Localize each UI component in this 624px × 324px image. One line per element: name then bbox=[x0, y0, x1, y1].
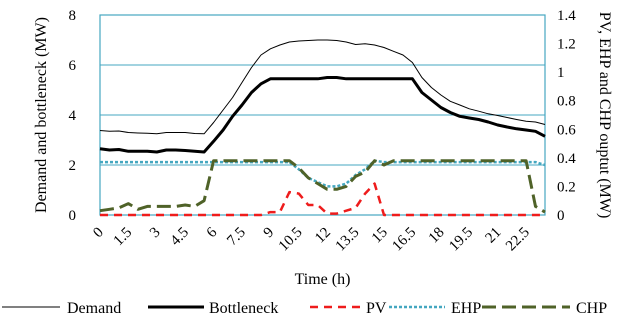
legend-label-chp: CHP bbox=[576, 300, 607, 317]
right-axis-ticks: 0 0.2 0.4 0.6 0.8 1 1.2 1.4 bbox=[557, 8, 576, 224]
left-axis-title: Demand and bottleneck (MW) bbox=[33, 17, 50, 213]
left-tick-label: 8 bbox=[69, 8, 77, 24]
legend-label-ehp: EHP bbox=[451, 300, 481, 317]
left-tick-label: 4 bbox=[69, 108, 77, 124]
series-line-bottleneck bbox=[99, 76, 546, 154]
series-line-chp bbox=[99, 159, 546, 214]
x-tick-label: 16.5 bbox=[389, 225, 419, 255]
series-line-demand bbox=[99, 39, 546, 135]
right-tick-label: 0.2 bbox=[557, 179, 576, 195]
x-tick-label: 19.5 bbox=[446, 225, 476, 255]
left-tick-label: 0 bbox=[69, 208, 77, 224]
x-tick-label: 7.5 bbox=[224, 225, 249, 250]
x-tick-label: 13.5 bbox=[333, 225, 363, 255]
right-tick-label: 1.4 bbox=[557, 8, 576, 24]
x-tick-label: 12 bbox=[312, 225, 334, 247]
x-axis-title: Time (h) bbox=[295, 271, 351, 288]
right-tick-label: 0.8 bbox=[557, 94, 576, 110]
right-axis-title: PV, EHP and CHP ouptut (MW) bbox=[596, 12, 613, 219]
x-tick-label: 6 bbox=[204, 224, 221, 241]
legend-label-demand: Demand bbox=[67, 300, 121, 317]
right-tick-label: 1 bbox=[557, 65, 565, 81]
left-tick-label: 6 bbox=[69, 58, 77, 74]
right-tick-label: 0.4 bbox=[557, 151, 576, 167]
x-tick-label: 0 bbox=[90, 225, 107, 242]
legend-label-bottleneck: Bottleneck bbox=[209, 300, 278, 317]
series-line-pv bbox=[100, 182, 545, 217]
x-tick-label: 22.5 bbox=[503, 225, 533, 255]
right-tick-label: 0.6 bbox=[557, 122, 576, 138]
legend: Demand Bottleneck PV EHP CHP bbox=[2, 300, 607, 317]
x-tick-label: 9 bbox=[261, 225, 278, 242]
x-tick-label: 3 bbox=[147, 225, 164, 242]
left-axis-ticks: 0 2 4 6 8 bbox=[69, 8, 77, 224]
legend-label-pv: PV bbox=[366, 300, 387, 317]
series-lines bbox=[99, 39, 546, 217]
x-tick-label: 10.5 bbox=[276, 225, 306, 255]
left-tick-label: 2 bbox=[69, 158, 77, 174]
right-tick-label: 0 bbox=[557, 208, 565, 224]
x-tick-label: 21 bbox=[483, 225, 505, 247]
x-tick-label: 4.5 bbox=[167, 225, 192, 250]
x-tick-label: 15 bbox=[369, 225, 391, 247]
right-tick-label: 1.2 bbox=[557, 37, 576, 53]
x-tick-label: 18 bbox=[426, 225, 448, 247]
plot-frame bbox=[99, 14, 546, 216]
x-tick-label: 1.5 bbox=[111, 225, 136, 250]
